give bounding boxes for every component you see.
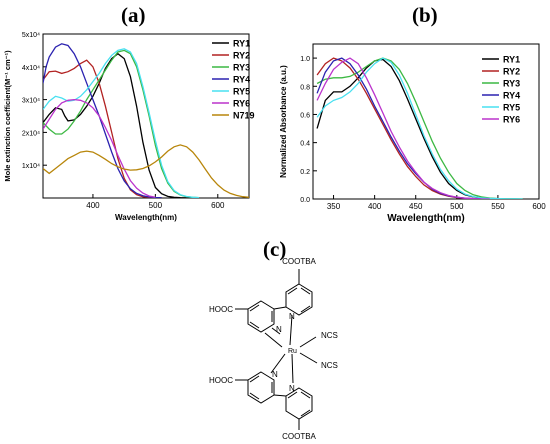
series-line-ry1: [43, 52, 187, 198]
series-line-ry6: [316, 57, 490, 199]
legend-label-ry6: RY6: [503, 115, 520, 125]
n-label-4: N: [289, 384, 295, 393]
chart-a: 400 500 600 1x10⁴ 2x10⁴ 3x10⁴ 4x10⁴ 5x10⁴ Wavele…: [3, 32, 255, 222]
legend-label-ry2: RY2: [233, 51, 250, 61]
x-tick-label: 600: [211, 201, 225, 210]
x-axis-label: Wavelength(nm): [387, 213, 464, 224]
y-tick-label: 1.0: [300, 56, 310, 63]
panel-label-b: (b): [412, 3, 438, 27]
panel-label-a: (a): [121, 3, 146, 27]
x-tick-label: 400: [86, 201, 100, 210]
series-line-ry5: [43, 48, 200, 198]
x-tick-label: 600: [532, 202, 546, 211]
x-tick-label: 350: [327, 202, 341, 211]
series-line-ry6: [43, 98, 156, 198]
y-axis-label: Mole extinction coefficient(M⁻¹ cm⁻¹): [3, 50, 12, 182]
chemical-structure: COOTBA HOOC N N NCS Ru NCS N N HOOC COOT…: [209, 257, 338, 440]
plot-frame: [42, 33, 250, 199]
x-tick-label: 450: [409, 202, 423, 211]
legend-label-ry1: RY1: [503, 55, 520, 65]
bottom-cootba-label: COOTBA: [282, 432, 316, 440]
y-tick-label: 0.4: [300, 141, 310, 148]
bottom-hooc-label: HOOC: [209, 376, 233, 385]
n-label-2: N: [289, 312, 295, 321]
x-tick-label: 550: [491, 202, 505, 211]
legend-label-ry6: RY6: [233, 99, 250, 109]
ncs-label-1: NCS: [321, 331, 338, 340]
upper-left-pyridine: [247, 300, 275, 333]
n-label-1: N: [276, 325, 282, 334]
panel-label-c: (c): [263, 237, 287, 261]
n-label-3: N: [272, 370, 278, 379]
legend-label-ry4: RY4: [503, 91, 520, 101]
top-cootba-label: COOTBA: [282, 257, 316, 266]
top-hooc-label: HOOC: [209, 305, 233, 314]
y-tick-label: 1x10⁴: [22, 163, 40, 170]
legend-label-ry1: RY1: [233, 39, 250, 49]
y-tick-label: 0.0: [300, 197, 310, 204]
series-line-ry2: [316, 57, 490, 199]
y-tick-label: 0.6: [300, 112, 310, 119]
y-tick-label: 5x10⁴: [22, 32, 40, 39]
y-tick-label: 3x10⁴: [22, 98, 40, 105]
y-tick-label: 0.2: [300, 169, 310, 176]
lower-left-pyridine: [247, 371, 275, 404]
legend-label-ry2: RY2: [503, 67, 520, 77]
x-tick-label: 500: [450, 202, 464, 211]
y-tick-label: 4x10⁴: [22, 65, 40, 72]
x-tick-label: 400: [368, 202, 382, 211]
x-axis-label: Wavelength(nm): [115, 213, 177, 222]
y-tick-label: 2x10⁴: [22, 130, 40, 137]
series-line-ry2: [43, 59, 162, 198]
chart-b: 350 400 450 500 550 600 0.0 0.2 0.4 0.6 0.8 1.0 Wave…: [279, 43, 546, 224]
legend-label-n719: N719: [233, 111, 255, 121]
legend-label-ry3: RY3: [503, 79, 520, 89]
legend-label-ry3: RY3: [233, 63, 250, 73]
series-line-ry5: [316, 57, 523, 199]
legend-label-ry5: RY5: [233, 87, 250, 97]
series-line-ry4: [316, 57, 490, 199]
y-axis-label: Normalized Absorbance (a.u.): [279, 65, 288, 178]
legend-label-ry5: RY5: [503, 103, 520, 113]
x-tick-label: 500: [149, 201, 163, 210]
upper-right-pyridine: [285, 283, 313, 316]
y-tick-label: 0.8: [300, 84, 310, 91]
ru-label: Ru: [288, 348, 297, 355]
plot-frame: [312, 43, 540, 200]
legend-label-ry4: RY4: [233, 75, 250, 85]
series-line-n719: [43, 144, 249, 198]
ncs-label-2: NCS: [321, 361, 338, 370]
